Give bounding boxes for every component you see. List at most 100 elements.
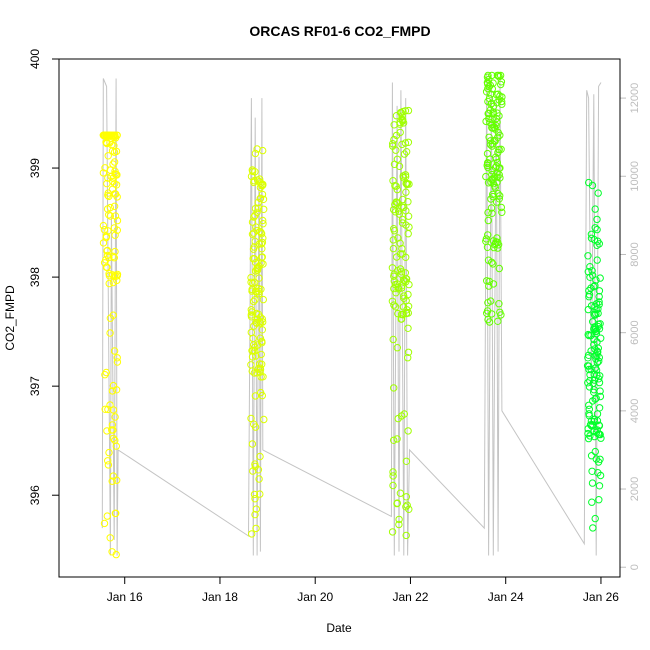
co2-point: [485, 133, 493, 142]
co2-point: [498, 208, 506, 217]
co2-point: [258, 391, 266, 400]
co2-point: [250, 177, 258, 185]
co2-point: [483, 73, 492, 81]
co2-point: [105, 131, 113, 140]
co2-point: [100, 226, 109, 234]
co2-point: [403, 501, 411, 509]
co2-point: [586, 371, 594, 379]
co2-point: [493, 99, 501, 107]
co2-point: [588, 479, 597, 487]
x-tick-label: Jan 22: [392, 590, 428, 604]
co2-point: [398, 112, 406, 120]
co2-point: [112, 442, 121, 450]
co2-point: [594, 458, 603, 466]
co2-point: [259, 216, 267, 225]
right-y-tick-label: 6000: [629, 320, 641, 344]
y-tick-label: 400: [28, 49, 42, 69]
co2-point: [593, 338, 601, 346]
co2-point: [399, 195, 407, 204]
right-y-tick-label: 10000: [629, 161, 641, 192]
co2-point: [400, 292, 408, 300]
co2-point: [489, 190, 497, 199]
co2-point: [491, 239, 500, 248]
co2-point: [585, 331, 593, 340]
co2-point: [584, 354, 592, 362]
co2-point: [112, 170, 120, 179]
co2-point: [389, 205, 398, 214]
x-tick-label: Jan 24: [488, 590, 524, 604]
co2-point: [587, 417, 596, 425]
co2-point: [105, 253, 113, 262]
co2-point: [256, 175, 264, 183]
co2-point: [101, 164, 109, 172]
co2-point: [593, 351, 601, 360]
co2-point: [258, 190, 267, 199]
co2-point: [389, 236, 397, 244]
y-tick-label: 398: [28, 267, 42, 287]
co2-point: [494, 317, 502, 325]
co2-point: [256, 368, 264, 376]
co2-point: [395, 515, 403, 524]
co2-point: [253, 369, 261, 377]
co2-point: [388, 528, 397, 536]
co2-point: [486, 140, 495, 149]
co2-point: [251, 149, 260, 158]
co2-point: [247, 414, 255, 423]
co2-point: [587, 347, 595, 355]
co2-point: [104, 227, 112, 235]
co2-point: [260, 415, 268, 424]
co2-point: [397, 268, 406, 276]
co2-point: [253, 145, 261, 153]
co2-point: [258, 182, 266, 190]
co2-point: [104, 457, 112, 465]
co2-point: [587, 452, 596, 460]
co2-point: [392, 198, 400, 206]
co2-point: [106, 314, 115, 322]
co2-point: [587, 230, 596, 239]
co2-point: [588, 181, 597, 190]
co2-point: [487, 204, 496, 212]
co2-point: [392, 146, 400, 154]
co2-point: [389, 481, 397, 490]
co2-point: [248, 530, 256, 538]
co2-point: [255, 290, 263, 298]
co2-point: [595, 378, 604, 387]
co2-point: [103, 263, 111, 271]
co2-point: [590, 386, 598, 394]
co2-point: [256, 360, 264, 368]
co2-point: [584, 429, 592, 438]
co2-point: [251, 392, 260, 400]
co2-point: [593, 215, 601, 224]
co2-point: [251, 510, 259, 519]
co2-point: [102, 368, 111, 377]
co2-point: [588, 267, 596, 275]
co2-point: [251, 204, 260, 213]
co2-point: [592, 300, 601, 308]
co2-point: [489, 79, 497, 87]
co2-point: [259, 260, 267, 268]
co2-point: [390, 277, 398, 285]
co2-point: [588, 498, 596, 506]
co2-point: [584, 379, 592, 387]
co2-point: [108, 387, 117, 395]
co2-point: [392, 182, 400, 190]
co2-point: [109, 426, 117, 434]
co2-point: [498, 100, 506, 108]
co2-point: [104, 461, 113, 469]
co2-point: [402, 531, 410, 540]
co2-point: [109, 278, 118, 287]
co2-point: [251, 296, 259, 304]
co2-point: [404, 348, 413, 356]
co2-point: [253, 266, 262, 274]
co2-point: [393, 155, 402, 164]
co2-point: [401, 107, 410, 115]
co2-point: [100, 519, 109, 528]
co2-point: [396, 128, 404, 137]
co2-point: [402, 148, 411, 156]
co2-point: [110, 131, 119, 140]
co2-point: [112, 550, 120, 559]
co2-point: [255, 274, 263, 282]
co2-point: [402, 503, 410, 511]
x-axis-label: Date: [326, 621, 352, 635]
